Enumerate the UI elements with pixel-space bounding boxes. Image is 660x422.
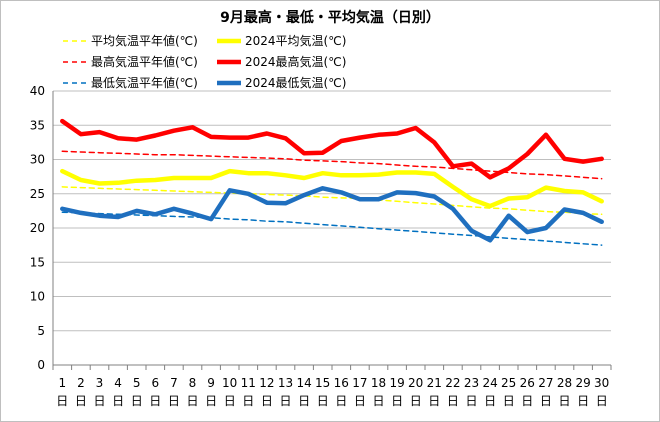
x-tick-label: 12: [259, 376, 274, 390]
legend-label-5: 2024最低気温(℃): [245, 75, 346, 90]
y-tick-label: 40: [30, 84, 45, 98]
x-tick-day-label: 日: [224, 394, 236, 408]
series-line-3: [60, 118, 604, 180]
legend-label-3: 2024最高気温(℃): [245, 54, 346, 69]
x-tick-label: 9: [207, 376, 215, 390]
x-tick-label: 22: [445, 376, 460, 390]
y-tick-label: 30: [30, 153, 45, 167]
legend: 平均気温平年値(℃) 2024平均気温(℃) 最高気温平年値(℃) 2024最高気温(…: [63, 33, 346, 90]
x-tick-label: 2: [77, 376, 85, 390]
x-tick-label: 29: [575, 376, 590, 390]
x-tick-label: 23: [464, 376, 479, 390]
legend-label-2: 最高気温平年値(℃): [91, 54, 198, 69]
legend-label-1: 2024平均気温(℃): [245, 33, 346, 48]
x-tick-label: 1: [58, 376, 66, 390]
series-line-2: [61, 150, 603, 180]
gridlines: [52, 90, 611, 366]
y-tick-label: 25: [30, 187, 45, 201]
series-lines: [60, 118, 604, 246]
x-tick-day-label: 日: [317, 394, 329, 408]
x-tick-label: 17: [352, 376, 367, 390]
x-tick-label: 8: [189, 376, 197, 390]
x-tick-day-label: 日: [205, 394, 217, 408]
x-tick-day-label: 日: [261, 394, 273, 408]
x-tick-day-label: 日: [447, 394, 459, 408]
legend-label-0: 平均気温平年値(℃): [91, 33, 198, 48]
series-line-5: [60, 186, 604, 243]
x-tick-label: 21: [427, 376, 442, 390]
x-tick-label: 14: [296, 376, 311, 390]
x-tick-day-label: 日: [428, 394, 440, 408]
x-tick-label: 30: [594, 376, 609, 390]
x-tick-day-label: 日: [149, 394, 161, 408]
x-tick-day-label: 日: [112, 394, 124, 408]
x-tick-label: 20: [408, 376, 423, 390]
x-tick-label: 10: [222, 376, 237, 390]
x-tick-day-label: 日: [465, 394, 477, 408]
series-line-0: [61, 186, 603, 216]
x-tick-label: 27: [538, 376, 553, 390]
x-tick-day-label: 日: [354, 394, 366, 408]
x-tick-day-label: 日: [242, 394, 254, 408]
x-tick-day-label: 日: [596, 394, 608, 408]
x-tick-label: 19: [389, 376, 404, 390]
x-tick-day-label: 日: [168, 394, 180, 408]
x-tick-day-label: 日: [484, 394, 496, 408]
x-tick-day-label: 日: [186, 394, 198, 408]
x-tick-day-label: 日: [391, 394, 403, 408]
x-tick-label: 6: [151, 376, 159, 390]
x-tick-label: 3: [96, 376, 104, 390]
y-tick-label: 5: [37, 324, 45, 338]
x-tick-day-label: 日: [540, 394, 552, 408]
x-tick-day-label: 日: [372, 394, 384, 408]
x-tick-label: 28: [557, 376, 572, 390]
x-tick-day-label: 日: [298, 394, 310, 408]
x-tick-label: 26: [520, 376, 535, 390]
x-tick-day-label: 日: [56, 394, 68, 408]
y-tick-label: 10: [30, 290, 45, 304]
x-tick-day-label: 日: [131, 394, 143, 408]
x-tick-label: 11: [241, 376, 256, 390]
legend-label-4: 最低気温平年値(℃): [91, 75, 198, 90]
x-tick-label: 25: [501, 376, 516, 390]
x-tick-day-label: 日: [279, 394, 291, 408]
y-tick-label: 20: [30, 221, 45, 235]
y-axis-ticks: 0 5 10 15 20 25 30 35 40: [30, 84, 45, 372]
x-tick-day-label: 日: [410, 394, 422, 408]
x-tick-day-label: 日: [577, 394, 589, 408]
chart-title: 9月最高・最低・平均気温（日別）: [220, 10, 440, 26]
x-tick-label: 15: [315, 376, 330, 390]
x-tick-label: 13: [278, 376, 293, 390]
y-tick-label: 15: [30, 255, 45, 269]
x-tick-day-label: 日: [521, 394, 533, 408]
x-tick-day-label: 日: [93, 394, 105, 408]
y-tick-label: 0: [37, 358, 45, 372]
x-tick-label: 4: [114, 376, 122, 390]
x-axis-ticks: 1日2日3日4日5日6日7日8日9日10日11日12日13日14日15日16日1…: [52, 365, 612, 408]
x-tick-day-label: 日: [503, 394, 515, 408]
x-tick-label: 16: [334, 376, 349, 390]
x-tick-label: 18: [371, 376, 386, 390]
x-tick-label: 5: [133, 376, 141, 390]
y-tick-label: 35: [30, 118, 45, 132]
x-tick-label: 7: [170, 376, 178, 390]
series-line-1: [60, 168, 604, 209]
x-tick-day-label: 日: [558, 394, 570, 408]
x-tick-label: 24: [482, 376, 497, 390]
x-tick-day-label: 日: [75, 394, 87, 408]
x-tick-day-label: 日: [335, 394, 347, 408]
